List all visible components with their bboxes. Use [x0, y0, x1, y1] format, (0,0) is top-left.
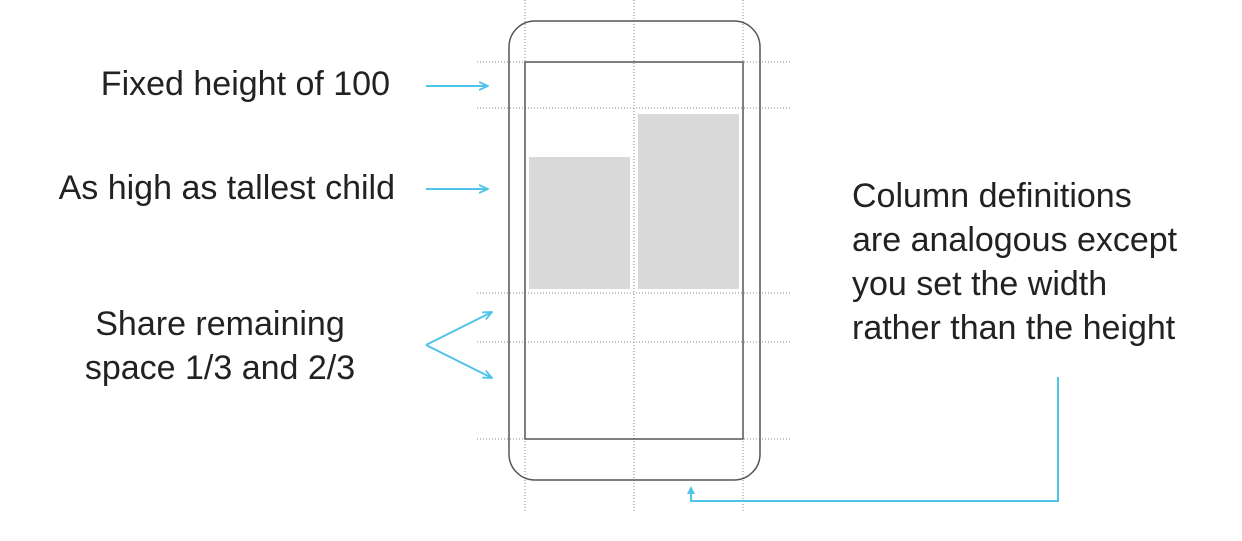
label-column-line-1: Column definitions	[852, 177, 1132, 215]
device-outline	[508, 20, 761, 481]
label-column-line-4: rather than the height	[852, 309, 1176, 347]
label-share-line-2: space 1/3 and 2/3	[84, 349, 356, 387]
label-fixed-height: Fixed height of 100	[100, 65, 390, 103]
arrow-column-connector	[690, 377, 1059, 502]
child-box-right	[638, 114, 739, 289]
label-share-line-1: Share remaining	[95, 305, 345, 343]
child-box-left	[529, 157, 630, 289]
label-share-remaining: Share remaining space 1/3 and 2/3	[70, 302, 370, 390]
arrow-column-connector-head	[687, 486, 695, 494]
label-column-line-3: you set the width	[852, 265, 1108, 303]
label-column-definitions: Column definitions are analogous except …	[852, 174, 1242, 350]
arrow-share-upper	[425, 312, 492, 346]
grid-area	[524, 61, 744, 440]
label-column-line-2: are analogous except	[852, 221, 1178, 259]
label-tallest-child: As high as tallest child	[58, 169, 395, 207]
arrow-share-lower	[425, 344, 492, 378]
